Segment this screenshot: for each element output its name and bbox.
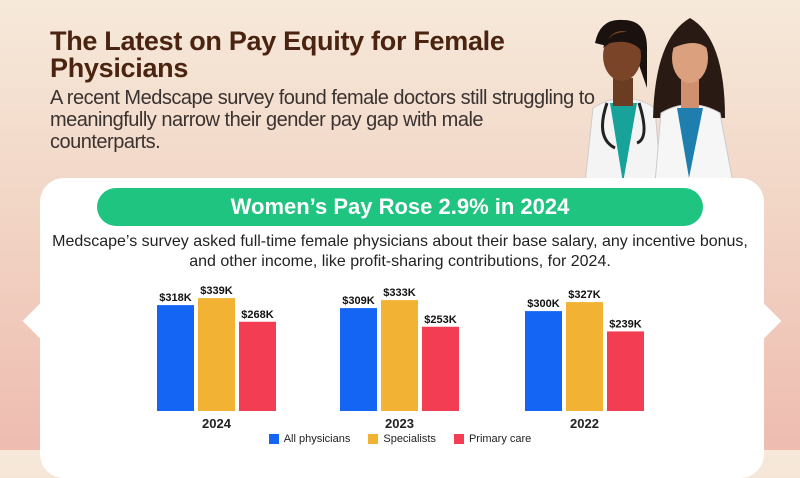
data-label: $327K [568,289,600,301]
page-subtitle: A recent Medscape survey found female do… [50,87,595,153]
legend-swatch [453,434,464,444]
bar-2022-2 [607,331,644,411]
bar-chart: $318K $339K $268K 2024 $309K $333K $253K 2023 $3… [157,285,644,431]
legend-label: Specialists [383,433,436,445]
data-label: $318K [159,292,191,304]
legend-item-specialists: Specialists [368,433,436,445]
bar-2024-2 [239,321,276,411]
chart-legend: All physicians Specialists Primary care [0,433,800,445]
category-label: 2022 [570,416,599,431]
bar-2023-1 [381,300,418,411]
data-label: $300K [527,298,559,310]
bar-2022-0 [525,311,562,411]
legend-item-all-physicians: All physicians [268,433,351,445]
legend-swatch [368,434,379,444]
data-label: $333K [383,287,415,299]
legend-item-primary-care: Primary care [453,433,532,445]
page-title: The Latest on Pay Equity for Female Phys… [50,26,505,83]
category-label: 2024 [202,416,232,431]
chart-description: Medscape’s survey asked full-time female… [52,233,748,270]
data-label: $253K [424,314,456,326]
bar-2023-2 [422,326,459,411]
bar-2023-0 [340,308,377,411]
female-doctors-illustration [584,18,734,183]
bar-2022-1 [566,302,603,411]
legend-swatch [268,434,279,444]
data-label: $239K [609,318,641,330]
category-label: 2023 [385,416,414,431]
legend-label: Primary care [468,433,532,445]
headline-banner: Women’s Pay Rose 2.9% in 2024 [97,188,703,226]
data-label: $309K [342,295,374,307]
bar-2024-0 [157,305,194,411]
bar-2024-1 [198,298,235,411]
legend-label: All physicians [283,433,351,445]
data-label: $268K [241,309,273,321]
data-label: $339K [200,285,232,297]
